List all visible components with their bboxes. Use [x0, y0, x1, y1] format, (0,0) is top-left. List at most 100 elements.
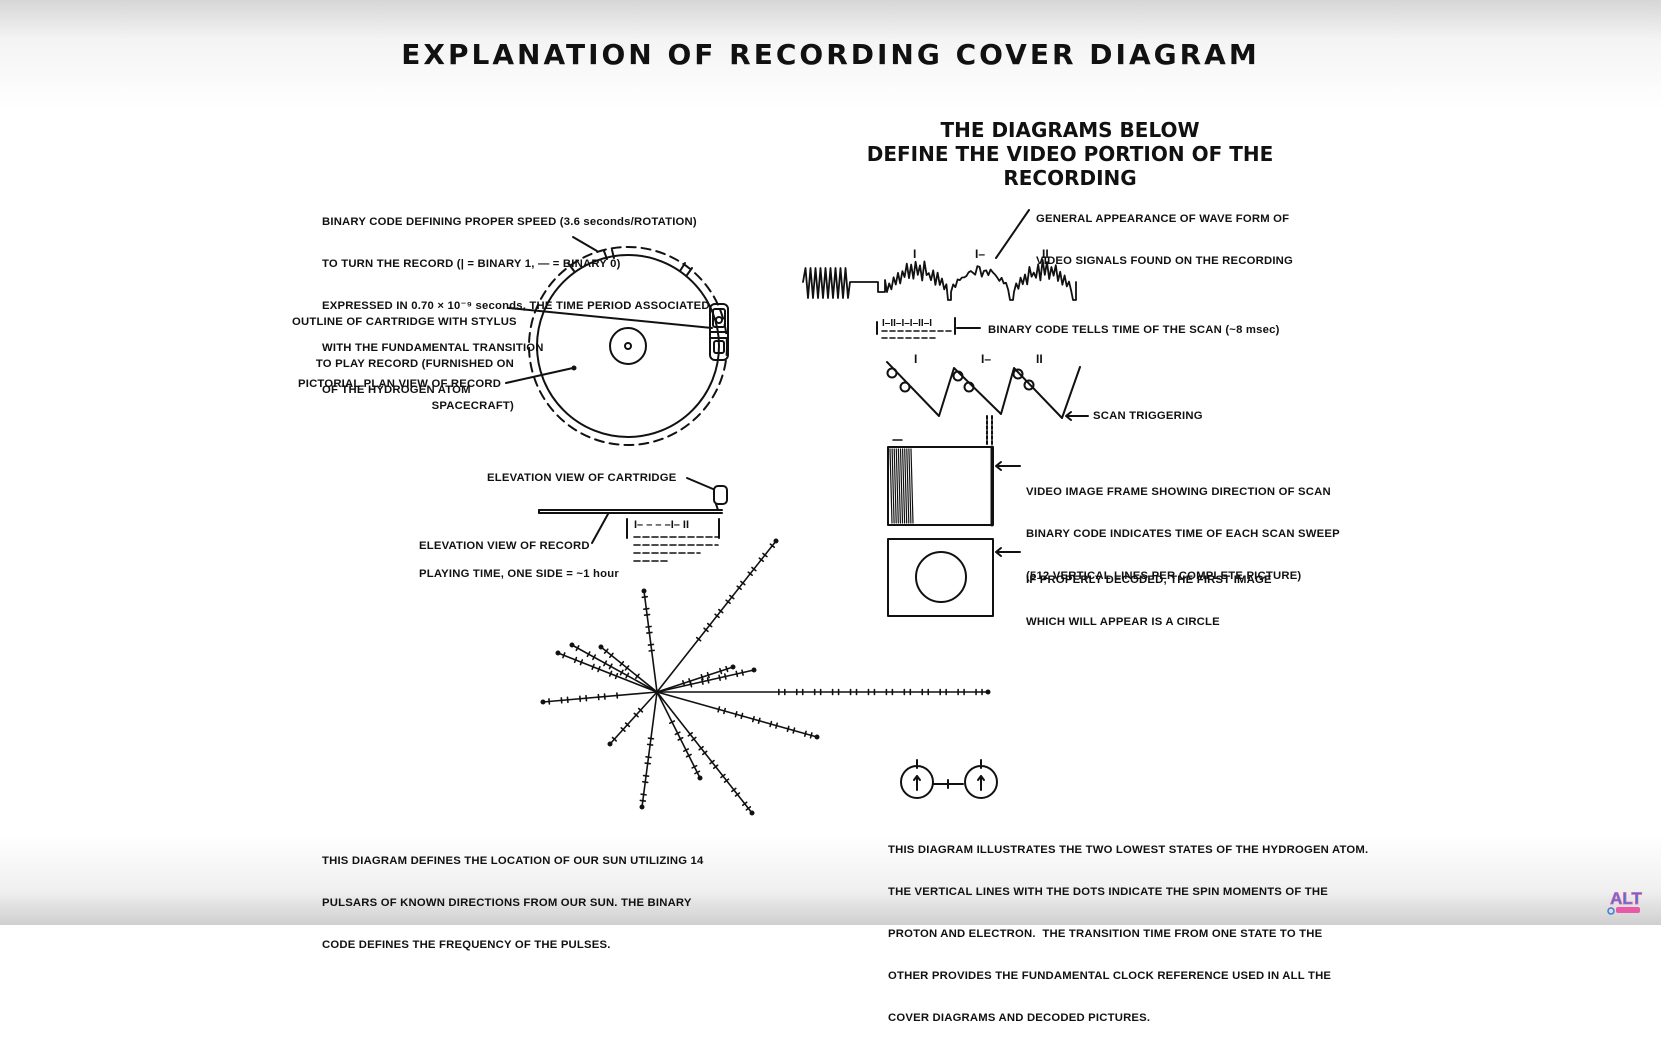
pulsar-line [642, 692, 657, 807]
pulsar-line [644, 591, 657, 692]
elevation-view [539, 478, 727, 561]
pulsar-binary-tick [647, 632, 652, 633]
pulsar-binary-tick [604, 661, 606, 665]
elevation-cartridge-leader [687, 478, 713, 489]
hydrogen-caption-line-3: PROTON AND ELECTRON. THE TRANSITION TIME… [888, 927, 1368, 941]
trigger-mark-2: I– [981, 352, 991, 366]
pulsar-end-dot [542, 701, 545, 704]
pulsar-binary-tick [684, 749, 688, 751]
pulsar-binary-tick [759, 718, 760, 723]
channel-logo-text: ALT [1610, 889, 1642, 908]
scan-lines [890, 449, 913, 523]
elevation-binary-code: I– – – –I– II [634, 519, 689, 531]
pulsar-end-dot [699, 777, 702, 780]
trigger-dot [901, 383, 910, 392]
pulsar-line [657, 541, 776, 692]
pulsar-end-dot [816, 736, 819, 739]
binary-speed-code-ring [529, 247, 727, 445]
pulsar-binary-tick [646, 626, 651, 627]
pulsar-binary-tick [793, 728, 794, 733]
record-plan-view [506, 237, 727, 445]
first-image-box [888, 539, 993, 616]
binary-code-leader [573, 237, 597, 251]
pulsar-binary-tick [670, 721, 674, 723]
pulsar-binary-tick [649, 650, 654, 651]
pulsar-binary-tick [648, 738, 653, 739]
pulsar-binary-tick [587, 652, 589, 656]
waveform-binary-code: I–II–I–I–II–I [882, 318, 932, 329]
record-label-ring [610, 328, 646, 364]
scan-line [901, 449, 903, 523]
scan-line [892, 449, 894, 523]
pulsar-end-dot [732, 666, 735, 669]
waveform-mark-1: I [913, 247, 916, 261]
pulsar-line [543, 692, 657, 702]
pulsar-binary-tick [580, 660, 582, 665]
pulsar-binary-tick [753, 717, 754, 722]
pulsar-binary-tick [610, 671, 612, 676]
pulsar-binary-tick [719, 675, 720, 680]
pulsar-binary-tick [648, 744, 653, 745]
record-disc [537, 255, 719, 437]
pulsar-line [610, 692, 657, 744]
pulsar-map [542, 540, 990, 815]
pulsar-binary-tick [644, 776, 649, 777]
pulsar-binary-tick [690, 682, 691, 687]
trigger-mark-3: II [1036, 352, 1043, 366]
pulsar-binary-tick [805, 731, 806, 736]
video-waveform [803, 260, 1076, 300]
hydrogen-caption-line-5: COVER DIAGRAMS AND DECODED PICTURES. [888, 1011, 1368, 1025]
pulsar-binary-tick [695, 771, 699, 773]
pulsar-binary-tick [811, 733, 812, 738]
waveform-leader [996, 210, 1029, 258]
pulsar-binary-tick [736, 671, 737, 676]
record-spindle-hole [625, 343, 631, 349]
elevation-record-leader [592, 514, 608, 543]
pulsar-binary-tick [609, 664, 611, 668]
pulsar-binary-tick [593, 655, 595, 659]
scan-trigger-diagram [887, 362, 1088, 444]
pulsar-end-dot [609, 743, 612, 746]
pulsar-binary-tick [726, 667, 728, 672]
pulsar-binary-tick [724, 709, 725, 714]
pulsar-end-dot [643, 590, 646, 593]
scan-line [907, 449, 909, 523]
pulsar-binary-tick [575, 658, 577, 663]
pulsar-binary-tick [641, 794, 646, 795]
pulsar-binary-tick [598, 667, 600, 672]
pulsar-line [657, 667, 733, 692]
pulsar-binary-tick [644, 609, 649, 610]
pulsar-end-dot [987, 691, 990, 694]
pulsar-binary-tick [702, 679, 703, 684]
pulsar-end-dot [557, 652, 560, 655]
pulsar-binary-tick [787, 726, 788, 731]
pulsar-binary-tick [592, 665, 594, 670]
pulsar-end-dot [751, 812, 754, 815]
trigger-dot [888, 369, 897, 378]
scan-line [890, 449, 892, 523]
channel-logo-dot [1608, 908, 1614, 914]
waveform-diagram [803, 210, 1076, 338]
pulsar-line [558, 653, 657, 692]
pulsar-end-dot [753, 669, 756, 672]
pulsar-binary-tick [646, 757, 651, 758]
pulsar-end-dot [600, 646, 603, 649]
pulsar-binary-tick [643, 782, 648, 783]
first-image-diagram [888, 539, 1020, 616]
trigger-mark-1: I [914, 352, 917, 366]
elevation-binary-dashes [634, 537, 718, 561]
pulsar-binary-tick [642, 597, 647, 598]
pulsar-binary-tick [741, 713, 742, 718]
pulsar-binary-tick [742, 670, 743, 675]
hydrogen-atom-diagram [901, 760, 997, 798]
stylus-icon [716, 317, 722, 323]
diagram-canvas: I– – – –I– II I–II–I–I–II–I I I– II I I–… [0, 0, 1661, 925]
pulsar-binary-tick [678, 738, 682, 740]
pulsar-caption-line-3: CODE DEFINES THE FREQUENCY OF THE PULSES… [322, 938, 703, 952]
pulsar-line [657, 692, 817, 737]
pulsar-binary-tick [708, 673, 710, 678]
pulsar-binary-tick [645, 615, 650, 616]
pulsar-binary-tick [640, 800, 645, 801]
hydrogen-caption-line-4: OTHER PROVIDES THE FUNDAMENTAL CLOCK REF… [888, 969, 1368, 983]
speed-code-tick [680, 263, 685, 271]
